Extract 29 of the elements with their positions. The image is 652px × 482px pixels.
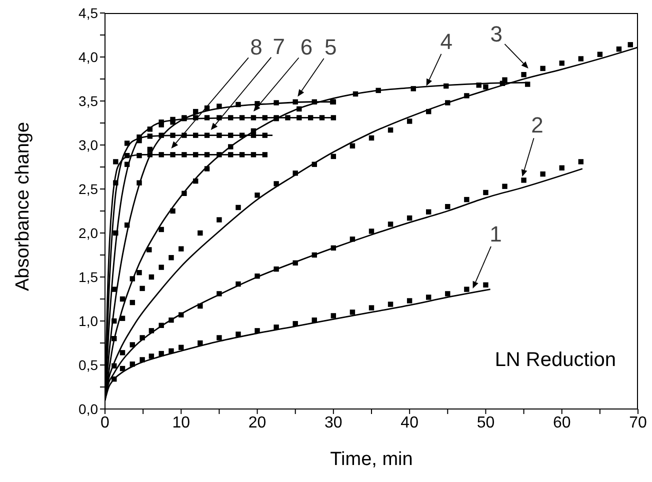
y-tick-label: 1,0	[78, 312, 98, 329]
y-tick-label: 1,5	[78, 268, 98, 285]
annotation: 6	[300, 34, 313, 60]
annotation: 8	[250, 34, 262, 60]
annotation: LN Reduction	[494, 349, 616, 372]
x-tick-label: 10	[172, 414, 190, 432]
x-tick-label: 40	[400, 414, 419, 432]
x-tick-label: 70	[629, 414, 647, 432]
annotation: 5	[324, 34, 337, 60]
y-tick-label: 0,0	[78, 400, 98, 417]
y-tick-label: 3,0	[78, 136, 98, 153]
annotation: 1	[490, 221, 502, 246]
annotation: 2	[531, 112, 544, 138]
y-tick-label: 2,0	[78, 224, 98, 241]
annotation: 7	[272, 34, 285, 59]
y-tick-label: 0,5	[78, 356, 98, 373]
y-tick-label: 4,0	[78, 48, 98, 65]
y-axis-title: Absorbance change	[12, 122, 34, 291]
y-tick-label: 4,5	[78, 4, 98, 21]
annotation: 3	[490, 21, 502, 46]
x-tick-label: 0	[100, 414, 110, 432]
y-tick-label: 2,5	[78, 180, 98, 197]
x-tick-label: 30	[324, 414, 342, 432]
x-axis-title: Time, min	[330, 449, 413, 470]
annotation: 4	[440, 28, 452, 54]
x-tick-label: 50	[476, 414, 495, 432]
x-tick-label: 20	[248, 414, 266, 432]
x-tick-label: 60	[552, 414, 571, 432]
y-tick-label: 3,5	[78, 92, 98, 109]
